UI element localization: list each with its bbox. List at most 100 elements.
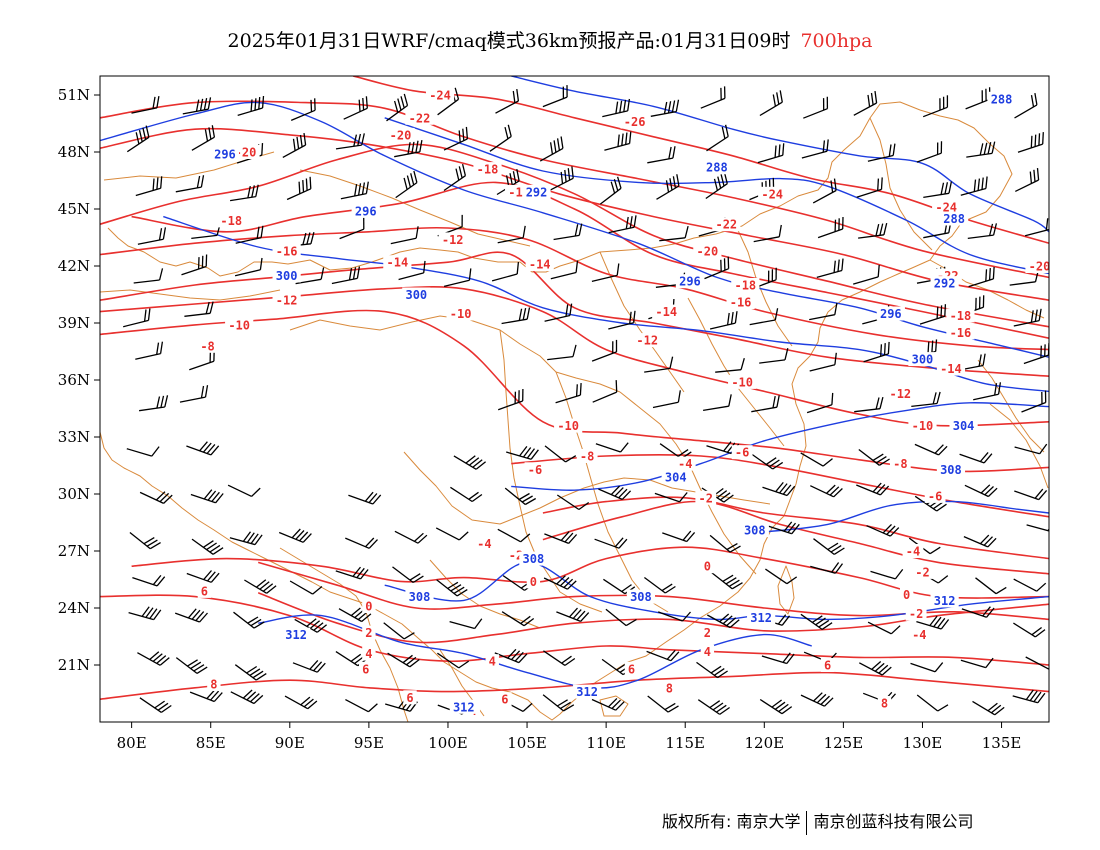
wind-barb [863,341,890,363]
temperature-label: -18 [477,163,499,177]
province-line [599,251,685,393]
wind-barb [644,356,674,373]
copyright-company: 南京创蓝科技有限公司 [813,812,974,831]
wind-barb [182,97,212,115]
temperature-label-bg [359,661,373,676]
wind-barb [761,652,795,665]
temperature-label-bg [936,361,966,376]
y-tick-label: 27N [58,542,90,560]
wind-barb [544,445,577,463]
wind-barb [501,307,531,325]
geopotential-label: 308 [630,590,652,604]
wind-barb [697,699,730,715]
wind-barb [711,572,743,590]
wind-barb [659,225,689,242]
wind-barb [973,382,1002,401]
wind-barb [916,694,949,712]
wind-barb [1013,578,1047,592]
wind-barb [278,528,312,543]
geopotential-contour [258,614,812,689]
wind-barb [654,492,688,503]
china-outline [100,101,1013,721]
temperature-label: -10 [912,419,934,433]
wind-barb [966,141,996,158]
wind-barb [919,304,947,325]
wind-barb [230,689,264,705]
wind-barb [700,86,726,109]
geopotential-label-bg [210,146,240,161]
temperature-contour [100,594,1049,666]
geopotential-label: 288 [943,212,965,226]
temperature-label: 6 [628,662,635,676]
wind-barb [759,698,793,715]
temperature-label-bg [905,606,927,621]
temperature-label: -16 [950,326,972,340]
wind-barb [809,352,837,372]
geopotential-label: 308 [744,524,766,538]
geopotential-label: 308 [940,463,962,477]
geopotential-label-bg [936,462,966,477]
wind-barb [392,566,424,584]
geopotential-label-bg [405,589,434,604]
temperature-label: 2 [704,626,711,640]
y-tick-label: 48N [58,143,90,161]
wind-barb [443,163,467,192]
temperature-contour [131,181,1049,339]
wind-barb [229,531,263,546]
temperature-label-bg [362,625,376,640]
x-tick-label: 110E [586,734,626,752]
geopotential-contour [511,402,1049,491]
wind-barb [867,621,901,635]
wind-barb [923,181,953,199]
wind-barb [598,485,632,500]
geopotential-label: 292 [526,185,548,199]
wind-barb [591,263,620,283]
wind-barb [853,264,880,285]
island-taiwan [777,565,795,615]
temperature-label: -6 [928,489,942,503]
geopotential-label-bg [661,469,690,484]
wind-barb [800,452,833,467]
wind-barb [443,126,469,151]
wind-barb [806,392,834,414]
geopotential-label-bg [940,211,969,226]
temperature-label: 6 [824,659,831,673]
temperature-label-bg [362,646,376,661]
temperature-label-bg [912,564,933,579]
temperature-label-bg [932,200,961,215]
temperature-contour [131,546,1049,599]
wind-barb [343,96,368,120]
wind-barb [550,260,579,280]
geopotential-label-bg [522,184,551,199]
plot-frame [99,75,1050,723]
geopotential-label-bg [949,418,978,433]
wind-barb [556,607,590,623]
temperature-label-bg [498,692,512,707]
island-japan [989,403,1049,489]
wind-barb [594,537,628,549]
wind-barb [816,258,844,279]
temperature-label-bg [899,587,914,602]
temperature-label: -26 [624,115,646,129]
wind-barb [292,659,326,673]
wind-barb [542,85,568,108]
wind-barb [1014,92,1038,119]
temperature-label-bg [889,456,911,471]
wind-barb [759,90,783,117]
wind-barb [331,266,361,285]
wind-barb [605,608,637,627]
temperature-label-bg [525,257,554,272]
wind-barb [235,225,264,244]
wind-barb [766,521,800,535]
temperature-label: -18 [734,279,756,293]
longitude-axis: 80E 85E 90E 95E 100E 105E 110E 115E 120E 125E 130E… [117,722,1021,752]
temperature-label: 6 [406,691,413,705]
temperature-contour [542,496,1049,560]
wind-barb [696,661,728,679]
wind-barb [132,574,166,587]
latitude-axis: 51N 48N 45N 42N 39N 36N 33N 30N 27N 24N 21N [58,86,100,674]
wind-barb [706,613,740,629]
wind-barb [128,606,162,621]
wind-barb [184,301,214,317]
wind-barb [335,566,369,580]
